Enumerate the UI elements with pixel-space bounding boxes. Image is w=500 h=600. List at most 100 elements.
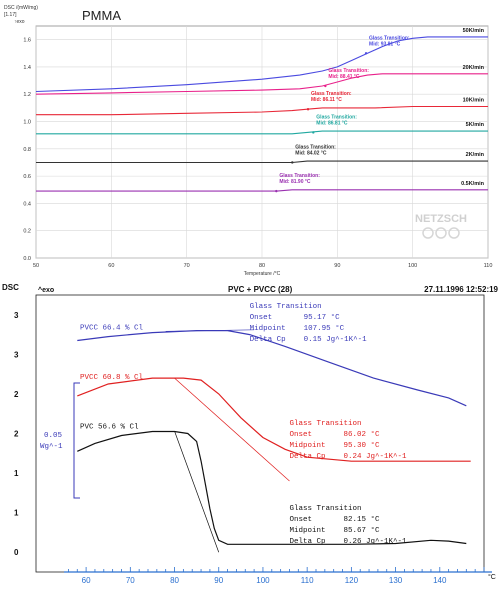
y-axis-label: DSC /(mW/mg): [4, 5, 38, 11]
x-tick-label: 70: [126, 576, 135, 585]
series-line: [35, 36, 488, 93]
annotation-value: Mid: 86.11 °C: [311, 97, 342, 103]
y-tick-label: 2: [14, 430, 19, 439]
y-tick-label: 0.2: [23, 229, 31, 235]
annotation-row-value: 95.30 °C: [343, 441, 380, 450]
x-tick-label: 120: [345, 576, 359, 585]
annotation-title: Glass Transition: [289, 420, 361, 428]
x-tick-label: 130: [389, 576, 403, 585]
tangent-line: [174, 377, 290, 482]
series-line: [36, 189, 488, 192]
y-tick-label: 1.2: [23, 92, 31, 98]
annotation-row-value: 95.17 °C: [304, 313, 341, 322]
scale-bar-unit: Wg^-1: [40, 442, 63, 451]
annotation-row-value: 0.24 Jg^-1K^-1: [343, 452, 407, 461]
series-line: [77, 430, 467, 545]
x-tick-label: 50: [33, 263, 39, 269]
annotation-title: Glass Transition:: [279, 173, 320, 179]
timestamp: 27.11.1996 12:52:19: [424, 285, 498, 294]
annotation-row-label: Onset: [250, 314, 273, 322]
watermark-circle: [435, 227, 447, 239]
tangent-line: [165, 329, 255, 332]
x-unit-label: °C: [488, 573, 496, 581]
annotation-row-label: Delta Cp: [289, 538, 325, 546]
y-tick-label: 1.6: [23, 38, 31, 44]
annotation-title: Glass Transition: [250, 303, 322, 311]
pvc-chart: DSC ^exo PVC + PVCC (28) 27.11.1996 12:52:1…: [2, 283, 499, 585]
series-name-label: PVCC 66.4 % Cl: [80, 325, 144, 333]
annotation-row-label: Onset: [289, 516, 312, 524]
annotation-title: Glass Transition:: [295, 144, 336, 150]
x-axis-label: Temperature /°C: [244, 271, 281, 277]
y-tick-label: 3: [14, 311, 19, 320]
annotation-row-value: 86.02 °C: [343, 430, 380, 439]
x-tick-label: 80: [170, 576, 179, 585]
series-line: [36, 160, 488, 164]
y-tick-label: 0.8: [23, 147, 31, 153]
x-tick-label: 100: [256, 576, 270, 585]
watermark: NETZSCH: [415, 213, 467, 225]
y-tick-label: 1.0: [23, 120, 31, 126]
annotation-title: Glass Transition:: [316, 114, 357, 120]
tangent-line: [174, 431, 220, 553]
annotation-title: Glass Transition:: [369, 35, 410, 41]
x-tick-label: 90: [214, 576, 223, 585]
x-tick-label: 110: [484, 263, 493, 269]
annotation-title: Glass Transition:: [311, 91, 352, 97]
annotation-row-value: 0.26 Jg^-1K^-1: [343, 537, 407, 546]
glass-transition-marker: [291, 161, 294, 164]
chart-title: PVC + PVCC (28): [228, 285, 293, 294]
x-tick-label: 100: [408, 263, 417, 269]
exo-marker: ↑exo: [14, 19, 25, 25]
series-line: [77, 377, 471, 462]
annotation-row-value: 85.67 °C: [343, 526, 380, 535]
series-name-label: PVC 56.6 % Cl: [80, 424, 139, 432]
series-line: [35, 73, 488, 95]
annotation-row-label: Delta Cp: [289, 453, 325, 461]
y-tick-label: 2: [14, 390, 19, 399]
scale-bar: [73, 382, 80, 499]
y-tick-label: 1.4: [23, 65, 31, 71]
exo-marker: ^exo: [38, 286, 54, 294]
annotation-row-value: 107.95 °C: [304, 324, 345, 333]
series-line: [77, 329, 467, 407]
series-rate-label: 50K/min: [463, 28, 485, 34]
y-tick-label: 0.4: [23, 201, 31, 207]
y-axis-extra: [1.17]: [4, 12, 17, 18]
x-tick-label: 80: [259, 263, 265, 269]
chart-title: PMMA: [82, 8, 121, 23]
glass-transition-marker: [324, 84, 327, 88]
annotation-title: Glass Transition:: [328, 68, 369, 74]
y-tick-label: 0: [14, 548, 19, 557]
annotation-value: Mid: 81.90 °C: [279, 179, 311, 185]
dsc-label: DSC: [2, 283, 19, 292]
y-tick-label: 0.6: [23, 174, 31, 180]
series-line: [36, 130, 488, 135]
watermark-circle: [448, 227, 460, 239]
annotation-title: Glass Transition: [289, 505, 361, 513]
y-tick-label: 0.0: [23, 256, 31, 262]
y-tick-label: 1: [14, 469, 19, 478]
glass-transition-marker: [312, 131, 315, 134]
series-rate-label: 2K/min: [466, 152, 485, 158]
annotation-row-label: Onset: [289, 431, 312, 439]
x-tick-label: 60: [108, 263, 114, 269]
series-name-label: PVCC 60.8 % Cl: [80, 374, 144, 382]
glass-transition-marker: [364, 52, 368, 55]
x-tick-label: 90: [334, 263, 340, 269]
annotation-row-label: Midpoint: [289, 527, 325, 535]
glass-transition-marker: [306, 108, 310, 111]
watermark-circle: [422, 227, 434, 239]
scale-bar-value: 0.05: [44, 432, 63, 440]
annotation-value: Mid: 93.81 °C: [369, 41, 401, 47]
pmma-chart: 0.0 0.2 0.4 0.6 0.8 1.0 1.2 1.4 1.6 50 60 70 80 90 100…: [4, 5, 493, 277]
annotation-row-label: Delta Cp: [250, 336, 286, 344]
x-tick-label: 140: [433, 576, 447, 585]
series-rate-label: 5K/min: [466, 122, 485, 128]
series-rate-label: 0.5K/min: [461, 181, 485, 187]
annotation-row-label: Midpoint: [289, 442, 325, 450]
series-rate-label: 10K/min: [463, 98, 485, 104]
annotation-row-value: 82.15 °C: [343, 515, 380, 524]
series-rate-label: 20K/min: [463, 65, 485, 71]
